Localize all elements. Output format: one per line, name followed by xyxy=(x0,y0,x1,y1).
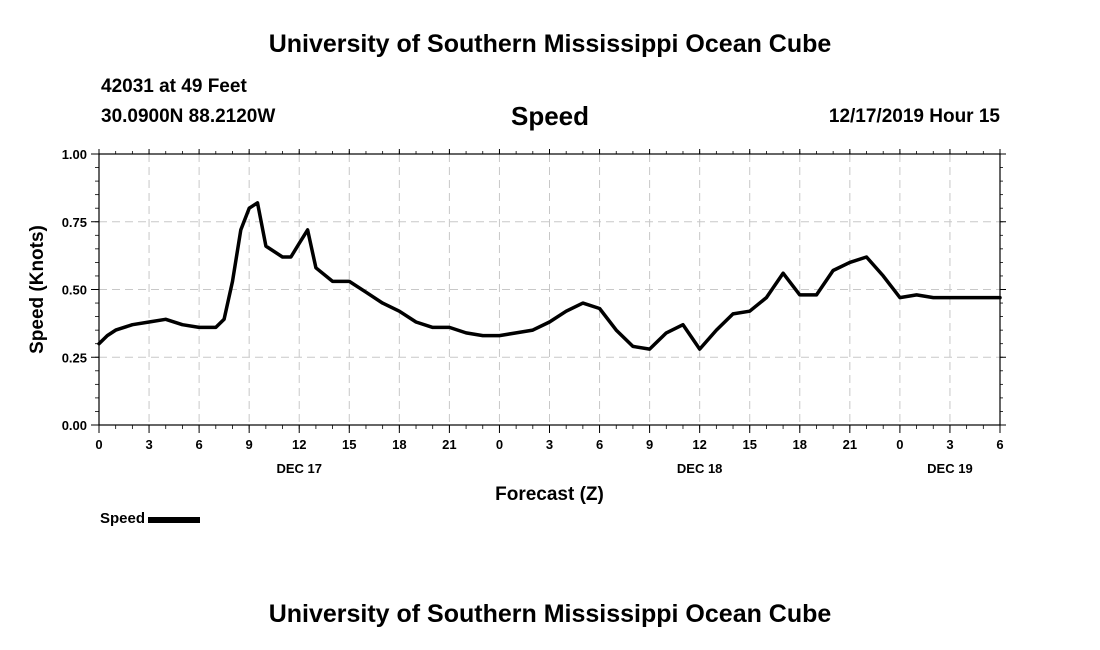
x-tick-label: 15 xyxy=(742,437,756,452)
x-axis-label: Forecast (Z) xyxy=(495,484,604,505)
legend-swatch xyxy=(148,517,201,523)
chart-title-bottom: University of Southern Mississippi Ocean… xyxy=(268,600,832,628)
x-tick-label: 21 xyxy=(843,437,857,452)
x-tick-label: 0 xyxy=(95,437,102,452)
series-line-speed xyxy=(97,201,1002,351)
coordinates-label: 30.0900N 88.2120W xyxy=(101,106,276,127)
date-label: DEC 17 xyxy=(276,461,322,476)
x-tick-label: 0 xyxy=(496,437,503,452)
x-tick-label: 15 xyxy=(342,437,356,452)
x-tick-label: 3 xyxy=(145,437,152,452)
chart-grid xyxy=(99,154,1000,425)
forecast-datetime: 12/17/2019 Hour 15 xyxy=(828,106,1000,127)
x-tick-label: 9 xyxy=(246,437,253,452)
x-tick-label: 12 xyxy=(292,437,306,452)
date-label: DEC 18 xyxy=(677,461,723,476)
date-label: DEC 19 xyxy=(927,461,973,476)
series-layer xyxy=(97,201,1002,351)
x-tick-label: 0 xyxy=(896,437,903,452)
station-label: 42031 at 49 Feet xyxy=(101,76,247,97)
parameter-title: Speed xyxy=(510,101,590,131)
y-tick-label: 0.50 xyxy=(62,283,87,298)
x-tick-label: 9 xyxy=(646,437,653,452)
plot-frame xyxy=(98,153,1001,426)
x-tick-label: 12 xyxy=(692,437,706,452)
x-tick-label: 18 xyxy=(392,437,406,452)
y-tick-label: 0.25 xyxy=(62,350,87,365)
x-tick-label: 3 xyxy=(946,437,953,452)
y-tick-label: 1.00 xyxy=(62,147,87,162)
y-tick-label: 0.00 xyxy=(62,418,87,433)
x-tick-label: 3 xyxy=(546,437,553,452)
y-tick-label: 0.75 xyxy=(62,215,87,230)
chart-title-top: University of Southern Mississippi Ocean… xyxy=(268,30,832,58)
x-tick-label: 6 xyxy=(596,437,603,452)
x-tick-label: 21 xyxy=(442,437,456,452)
legend-label: Speed xyxy=(100,510,146,527)
x-tick-label: 6 xyxy=(195,437,202,452)
x-tick-label: 18 xyxy=(793,437,807,452)
y-axis-label: Speed (Knots) xyxy=(27,225,48,354)
x-tick-label: 6 xyxy=(996,437,1003,452)
tick-labels: 0 3 6 9 12 15 18 21 0 3 6 9 12 15 18 21 0 3 6 0.00 0.25 0.50 0… xyxy=(62,147,1004,476)
chart-ticks xyxy=(91,149,1006,433)
legend: Speed xyxy=(100,510,201,527)
